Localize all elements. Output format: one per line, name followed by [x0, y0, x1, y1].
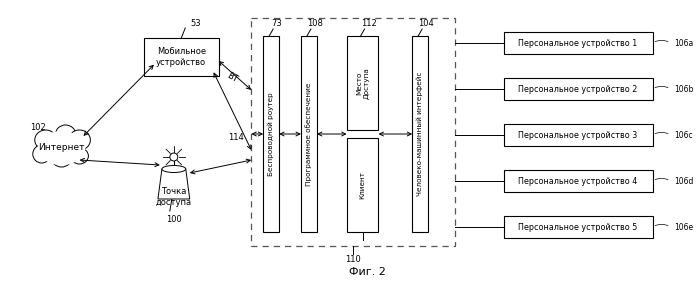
Text: Персональное устройство 1: Персональное устройство 1	[519, 38, 638, 48]
Text: 102: 102	[30, 123, 45, 133]
Text: Персональное устройство 5: Персональное устройство 5	[519, 223, 638, 231]
Bar	[413, 36, 428, 232]
Text: Человеко-машинный интерфейс: Человеко-машинный интерфейс	[417, 72, 424, 196]
Bar	[504, 32, 653, 54]
Text: Место
Доступа: Место Доступа	[356, 67, 369, 99]
Circle shape	[170, 153, 178, 161]
Bar	[504, 124, 653, 146]
Text: Интернет: Интернет	[38, 144, 85, 152]
Ellipse shape	[68, 130, 91, 150]
Text: 106c: 106c	[674, 131, 693, 139]
Ellipse shape	[56, 125, 75, 143]
Ellipse shape	[40, 132, 82, 164]
Text: 106a: 106a	[674, 38, 694, 48]
Text: Клиент: Клиент	[359, 171, 366, 199]
Text: Персональное устройство 2: Персональное устройство 2	[519, 84, 638, 93]
Text: 73: 73	[272, 19, 283, 29]
Bar	[504, 78, 653, 100]
Text: Беспроводной роутер: Беспроводной роутер	[268, 92, 274, 176]
Bar	[504, 170, 653, 192]
Bar	[263, 36, 279, 232]
Text: 112: 112	[361, 19, 376, 29]
Bar	[347, 138, 378, 232]
Bar	[144, 38, 218, 76]
Text: Программное обеспечение: Программное обеспечение	[306, 82, 312, 186]
Bar	[347, 36, 378, 130]
Bar	[504, 216, 653, 238]
Text: 110: 110	[346, 255, 361, 264]
Ellipse shape	[33, 145, 51, 163]
Ellipse shape	[70, 148, 89, 164]
Bar	[251, 18, 455, 246]
Text: 114: 114	[228, 133, 244, 142]
Bar	[301, 36, 317, 232]
Polygon shape	[158, 169, 190, 199]
Text: 53: 53	[190, 19, 200, 29]
Text: 108: 108	[307, 19, 323, 29]
Text: ВТ: ВТ	[225, 71, 239, 85]
Text: Мобильное
устройство: Мобильное устройство	[156, 47, 207, 67]
Text: 106e: 106e	[674, 223, 694, 231]
Text: 100: 100	[166, 215, 181, 223]
Ellipse shape	[38, 131, 85, 165]
Ellipse shape	[162, 166, 186, 172]
Text: 106b: 106b	[674, 84, 694, 93]
Text: 106d: 106d	[674, 176, 694, 186]
Text: Точка
доступа: Точка доступа	[156, 187, 192, 207]
Ellipse shape	[35, 130, 57, 150]
Text: 104: 104	[418, 19, 434, 29]
Text: Персональное устройство 4: Персональное устройство 4	[519, 176, 638, 186]
Ellipse shape	[52, 149, 71, 167]
Text: Фиг. 2: Фиг. 2	[349, 267, 386, 277]
Text: Персональное устройство 3: Персональное устройство 3	[519, 131, 638, 139]
